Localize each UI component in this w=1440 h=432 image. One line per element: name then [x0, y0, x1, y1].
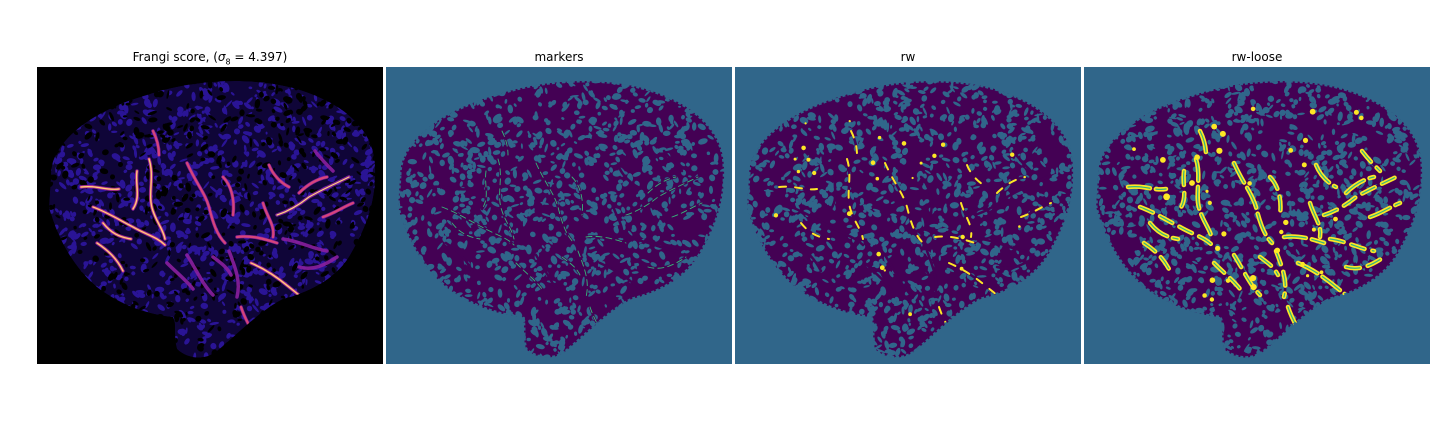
panel-rw-loose: rw-loose	[1084, 48, 1430, 364]
panel-title: rw	[900, 50, 916, 64]
panel-markers: markers	[386, 48, 732, 364]
panel-frangi-score: Frangi score, (σ8 = 4.397)	[37, 48, 383, 364]
rw-loose-image	[1084, 67, 1430, 364]
rw-image	[735, 67, 1081, 364]
panel-rw: rw	[735, 48, 1081, 364]
panel-title: Frangi score, (σ8 = 4.397)	[132, 50, 288, 67]
frangi-image	[37, 67, 383, 364]
panel-title: markers	[534, 50, 584, 64]
markers-image	[386, 67, 732, 364]
panel-title: rw-loose	[1231, 50, 1283, 64]
